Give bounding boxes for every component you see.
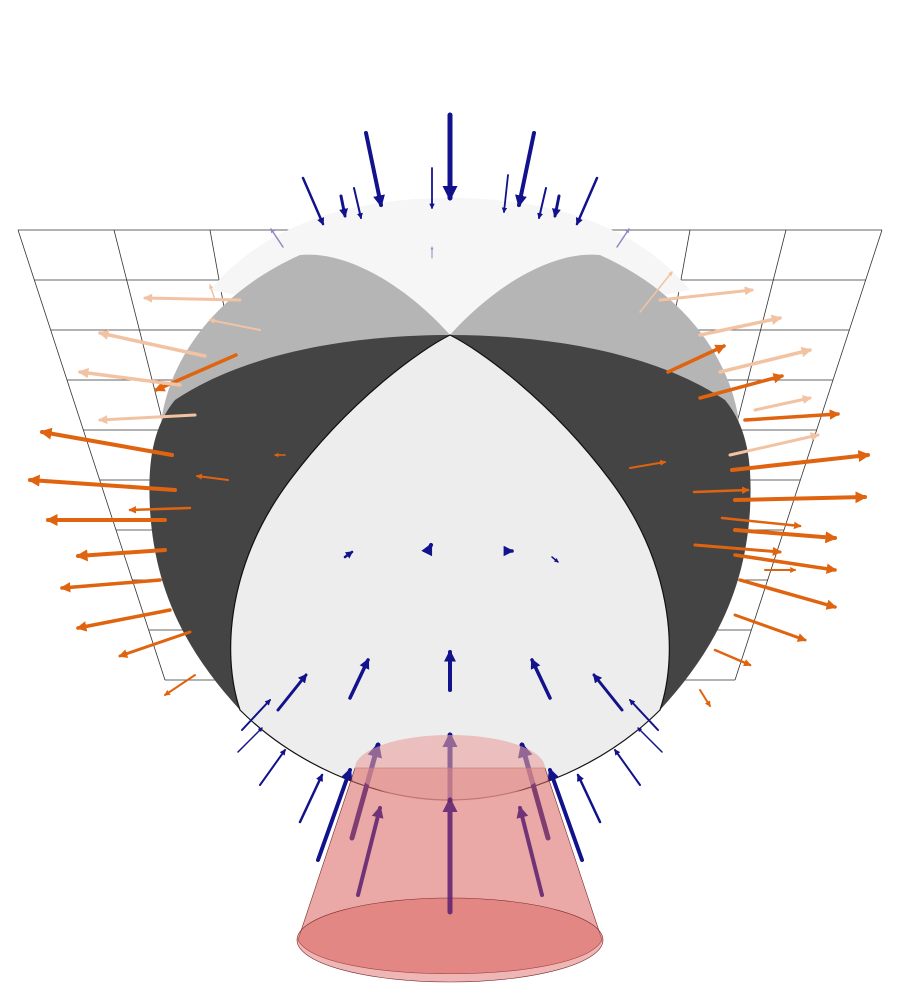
tensional-quadrant-left: [149, 335, 450, 710]
outward-arrow: [666, 344, 726, 374]
outward-arrow: [692, 486, 750, 494]
grid-column-line: [734, 229, 883, 681]
cone-arrow: [356, 805, 384, 897]
outward-arrow-far: [728, 432, 820, 457]
outward-arrow-far: [718, 346, 813, 374]
inward-arrow: [614, 749, 641, 786]
inward-arrow: [547, 767, 584, 862]
inward-arrow: [637, 727, 663, 753]
outward-arrow-far: [658, 286, 754, 302]
inward-arrow-faint: [270, 228, 284, 248]
inward-arrow: [348, 658, 370, 700]
outward-arrow: [713, 648, 752, 667]
tensional-quadrant-right: [450, 335, 751, 710]
inward-arrow: [353, 187, 363, 220]
sphere-near-side: [149, 334, 751, 801]
inward-arrow: [298, 773, 324, 824]
outward-arrow-far: [698, 314, 783, 337]
inward-arrow: [576, 773, 602, 824]
far-tensional-lobe-right: [450, 254, 740, 440]
outward-arrow: [720, 516, 802, 530]
inward-arrow: [339, 194, 349, 218]
outward-arrow: [27, 474, 177, 492]
outward-arrow-far: [209, 284, 216, 301]
outward-arrow-far: [97, 329, 207, 358]
grid-column-line: [17, 229, 166, 681]
inward-arrow: [530, 658, 552, 700]
inward-arrow: [501, 174, 509, 214]
cone-arrows: [356, 797, 544, 915]
cone-arrow: [516, 805, 544, 897]
inward-arrow: [364, 131, 385, 208]
outward-arrow: [730, 450, 871, 472]
outward-arrow: [698, 373, 785, 400]
outward-arrow-far: [143, 293, 242, 303]
outward-arrows: [27, 271, 871, 708]
inward-arrow: [259, 749, 286, 786]
inward-arrow: [537, 187, 547, 220]
outward-arrow: [733, 491, 868, 504]
outward-arrow: [118, 630, 192, 658]
inward-arrow: [316, 767, 353, 862]
outward-arrow: [743, 409, 841, 422]
inward-arrow: [551, 194, 561, 218]
inward-arrow: [575, 176, 599, 226]
inward-arrow: [276, 673, 308, 712]
inward-arrow: [592, 673, 624, 712]
sphere-far-side: [160, 198, 740, 440]
inward-arrow: [629, 699, 659, 731]
outward-arrow-far: [753, 395, 812, 412]
outward-arrow: [738, 578, 838, 610]
inward-arrow: [343, 550, 354, 559]
outward-arrow-far: [208, 317, 261, 331]
outward-arrow: [733, 553, 838, 574]
outward-arrow: [164, 674, 196, 696]
outward-arrow: [629, 459, 667, 469]
inward-arrow: [515, 131, 536, 208]
outward-arrow: [733, 613, 807, 642]
outward-arrow-far: [639, 271, 673, 313]
inward-arrow: [301, 176, 325, 226]
outward-arrow: [128, 506, 192, 514]
inward-arrow: [551, 556, 559, 563]
inward-arrow: [421, 542, 433, 557]
outward-arrow: [75, 608, 172, 632]
outward-arrow: [693, 543, 782, 556]
inward-arrow: [237, 727, 263, 753]
outward-arrow: [75, 548, 167, 562]
outward-arrow: [195, 473, 229, 481]
outward-arrow: [59, 578, 162, 593]
outward-arrow-far: [98, 413, 197, 425]
cone-top: [355, 735, 545, 801]
outward-arrow: [699, 689, 711, 708]
outward-arrow: [733, 528, 838, 544]
inward-arrow-faint: [616, 228, 630, 248]
outward-arrow: [39, 427, 174, 457]
inward-arrow: [241, 699, 271, 731]
outward-arrow-far: [77, 367, 182, 387]
